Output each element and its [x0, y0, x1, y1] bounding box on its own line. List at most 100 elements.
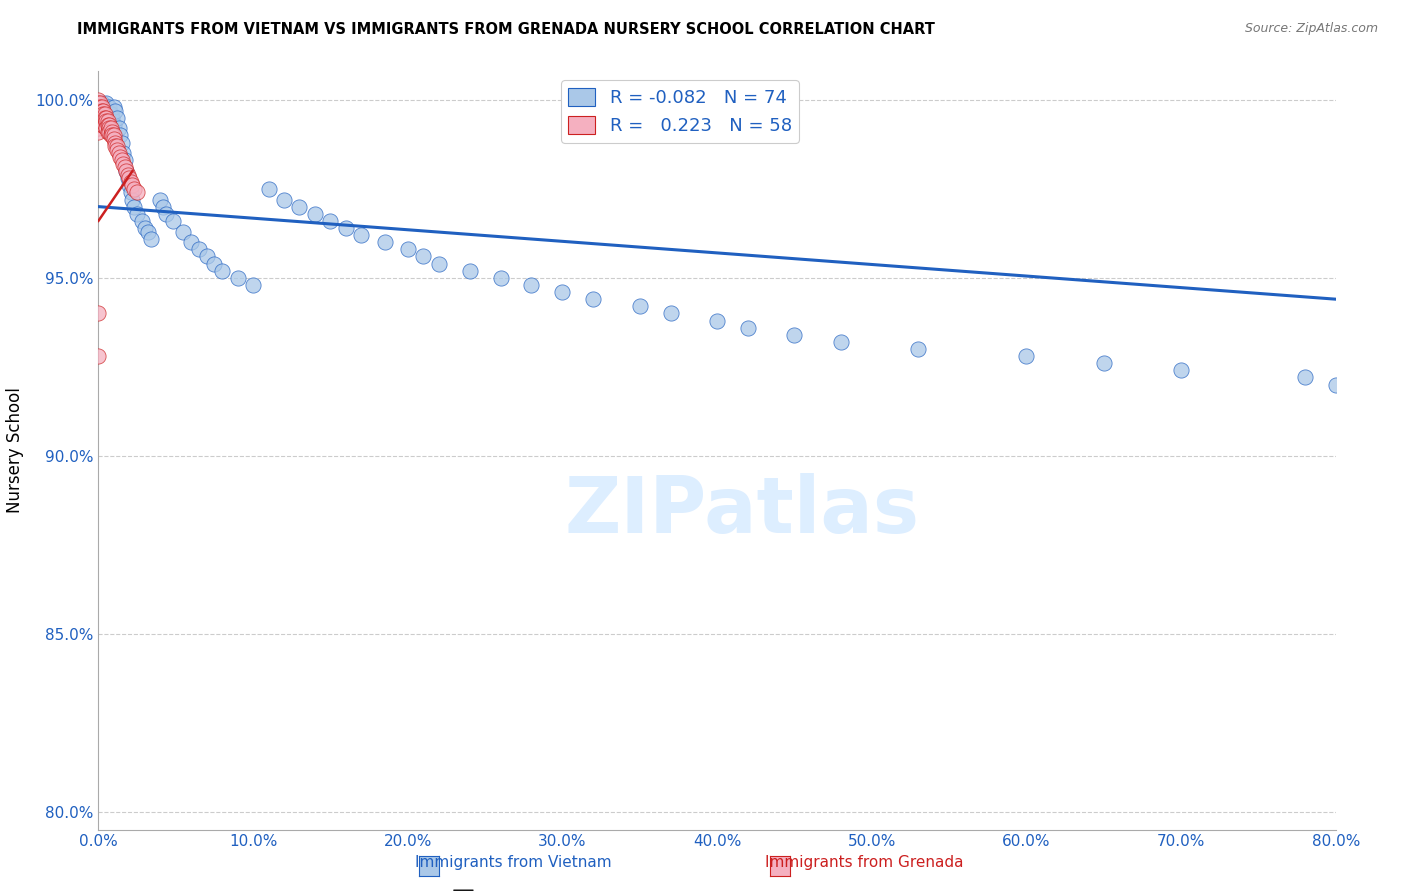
Point [136, 225, 159, 239]
Point [97, 118, 120, 132]
Point [96, 121, 118, 136]
Point [226, 270, 249, 285]
Point [659, 306, 682, 320]
Point [98, 125, 121, 139]
Point [87, 96, 110, 111]
Point [107, 146, 129, 161]
Point [104, 136, 127, 150]
Point [91, 103, 114, 118]
Point [91, 107, 114, 121]
Point [117, 171, 139, 186]
Point [188, 243, 211, 257]
Point [93, 118, 115, 132]
Point [120, 175, 142, 189]
Point [89, 111, 111, 125]
Point [96, 107, 118, 121]
Point [122, 182, 145, 196]
Point [93, 103, 115, 118]
Point [1324, 377, 1347, 392]
Point [1015, 349, 1038, 363]
Point [706, 313, 728, 327]
Point [121, 178, 143, 193]
Point [89, 103, 111, 118]
Point [87, 118, 110, 132]
Point [396, 243, 419, 257]
Point [87, 114, 110, 128]
Point [97, 103, 120, 118]
Point [458, 263, 481, 277]
Point [100, 128, 122, 143]
Point [195, 250, 218, 264]
Point [114, 161, 136, 175]
Point [101, 125, 124, 139]
Point [134, 221, 156, 235]
Point [127, 207, 149, 221]
Point [582, 292, 605, 306]
Point [907, 342, 929, 356]
Point [108, 150, 131, 164]
Point [374, 235, 396, 250]
Point [112, 146, 135, 161]
Point [98, 118, 121, 132]
Point [100, 107, 122, 121]
Point [91, 100, 114, 114]
Point [87, 306, 110, 320]
Point [105, 143, 128, 157]
Point [90, 96, 112, 111]
Point [120, 186, 142, 200]
Point [105, 139, 128, 153]
Point [117, 168, 139, 182]
Point [139, 232, 162, 246]
Point [93, 111, 115, 125]
Point [489, 270, 512, 285]
Point [111, 136, 132, 150]
Point [89, 96, 111, 111]
Point [100, 121, 122, 136]
Point [98, 121, 121, 136]
Point [91, 118, 114, 132]
Point [115, 164, 138, 178]
Point [90, 107, 112, 121]
Point [427, 256, 450, 270]
Point [149, 193, 172, 207]
Point [104, 139, 127, 153]
Text: Source: ZipAtlas.com: Source: ZipAtlas.com [1244, 22, 1378, 36]
Point [87, 349, 110, 363]
Point [1092, 356, 1115, 370]
Point [180, 235, 202, 250]
Point [87, 100, 110, 114]
Point [101, 128, 124, 143]
Point [304, 207, 326, 221]
Legend: R = -0.082   N = 74, R =   0.223   N = 58: R = -0.082 N = 74, R = 0.223 N = 58 [561, 80, 799, 143]
Text: Immigrants from Vietnam: Immigrants from Vietnam [415, 855, 612, 870]
Point [89, 111, 111, 125]
Point [105, 111, 128, 125]
Point [90, 111, 112, 125]
Point [103, 118, 125, 132]
Point [551, 285, 574, 299]
Point [93, 118, 115, 132]
Text: ZIPatlas: ZIPatlas [564, 473, 920, 549]
Point [87, 125, 110, 139]
Point [412, 250, 434, 264]
Point [98, 100, 121, 114]
Point [87, 121, 110, 136]
Point [89, 100, 111, 114]
Point [96, 114, 118, 128]
Point [319, 214, 342, 228]
Point [1170, 363, 1192, 377]
Point [96, 111, 118, 125]
Point [104, 103, 127, 118]
Point [87, 107, 110, 121]
Point [93, 107, 115, 121]
Point [87, 93, 110, 107]
Point [1294, 370, 1316, 384]
Point [98, 114, 121, 128]
Point [108, 128, 131, 143]
Point [101, 111, 124, 125]
Point [118, 171, 141, 186]
Point [131, 214, 153, 228]
Point [152, 200, 174, 214]
Point [628, 299, 651, 313]
Point [115, 164, 138, 178]
